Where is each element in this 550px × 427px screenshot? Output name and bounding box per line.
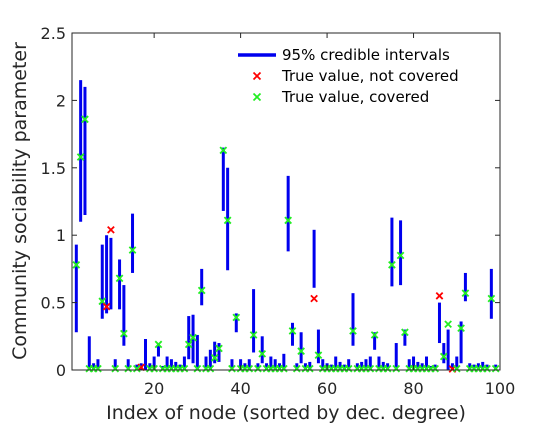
true-value-covered-marker	[392, 364, 401, 373]
true-value-covered-marker	[457, 324, 465, 333]
true-value-covered-marker	[215, 344, 223, 353]
true-value-covered-marker	[401, 328, 409, 337]
legend-x-swatch	[252, 92, 262, 102]
true-value-covered-marker	[439, 352, 448, 361]
x-tick-label: 80	[403, 379, 423, 398]
true-value-covered-marker	[81, 115, 89, 124]
true-value-covered-marker	[111, 364, 120, 373]
true-value-covered-marker	[249, 331, 258, 339]
true-value-covered-marker	[280, 364, 288, 373]
legend-label: True value, not covered	[281, 67, 459, 85]
y-tick-label: 1	[56, 226, 66, 245]
x-tick-label: 100	[485, 379, 516, 398]
true-value-covered-marker	[452, 364, 461, 373]
true-value-covered-marker	[383, 364, 392, 373]
legend-item: True value, covered	[252, 88, 429, 106]
y-tick-label: 0.5	[41, 294, 66, 313]
true-value-covered-marker	[206, 364, 215, 373]
x-axis-label: Index of node (sorted by dec. degree)	[106, 402, 466, 424]
interval-series	[74, 80, 498, 370]
true-value-covered-marker	[461, 289, 470, 298]
true-value-covered-marker	[124, 364, 133, 373]
true-value-covered-marker	[444, 320, 452, 329]
true-value-not-covered-marker	[310, 294, 318, 303]
true-value-covered-marker	[184, 340, 193, 349]
true-value-covered-marker	[284, 216, 292, 225]
true-value-covered-marker	[76, 153, 85, 161]
true-value-covered-marker	[210, 354, 219, 362]
true-value-covered-marker	[297, 347, 305, 355]
true-value-covered-marker	[189, 333, 197, 342]
true-value-covered-marker	[349, 327, 357, 335]
true-value-not-covered-marker	[107, 225, 115, 234]
true-value-covered-marker	[219, 146, 228, 155]
true-value-covered-marker	[115, 274, 124, 283]
x-tick-label: 20	[144, 379, 164, 398]
legend-item: 95% credible intervals	[238, 46, 450, 64]
true-value-covered-marker	[431, 364, 439, 373]
true-value-not-covered-marker	[102, 302, 111, 311]
true-value-covered-marker	[491, 364, 500, 373]
true-value-not-covered-marker	[435, 292, 444, 300]
y-tick-label: 1.5	[41, 159, 66, 178]
true-value-covered-marker	[344, 364, 353, 373]
true-value-covered-marker	[288, 327, 297, 335]
true-value-covered-marker	[193, 364, 202, 373]
true-value-covered-marker	[72, 261, 81, 269]
true-value-covered-marker	[232, 313, 241, 322]
y-tick-label: 2.5	[41, 24, 66, 43]
true-value-covered-marker	[366, 364, 375, 373]
true-value-covered-marker	[396, 251, 405, 260]
true-value-covered-marker	[120, 329, 128, 338]
plot-frame	[71, 32, 501, 371]
true-value-covered-marker	[254, 364, 262, 373]
true-value-covered-marker	[197, 286, 206, 295]
true-value-covered-marker	[223, 216, 232, 225]
legend-x-swatch	[252, 71, 262, 81]
true-value-covered-marker	[483, 364, 491, 373]
true-value-covered-marker	[370, 331, 379, 339]
true-value-covered-marker	[154, 340, 163, 349]
y-tick-label: 0	[56, 361, 66, 380]
true-value-covered-marker	[245, 364, 254, 373]
true-value-covered-marker	[128, 246, 137, 254]
true-value-covered-marker	[94, 364, 102, 373]
true-value-covered-marker	[388, 261, 396, 269]
true-value-covered-marker	[487, 294, 496, 303]
true-value-covered-marker	[180, 364, 189, 373]
legend: 95% credible intervals True value, not co…	[238, 46, 459, 106]
x-tick-label: 60	[317, 379, 337, 398]
legend-label: True value, covered	[281, 88, 429, 106]
x-tick-label: 40	[230, 379, 250, 398]
true-value-covered-marker	[133, 364, 141, 373]
true-value-covered-marker	[292, 364, 301, 373]
true-value-covered-marker	[314, 351, 323, 360]
true-value-not-covered-marker	[137, 363, 146, 372]
true-value-covered-marker	[305, 364, 314, 373]
true-value-series	[72, 115, 500, 373]
y-axis-label: Community sociability parameter	[9, 42, 31, 360]
y-tick-label: 2	[56, 91, 66, 110]
legend-item: True value, not covered	[252, 67, 459, 85]
legend-label: 95% credible intervals	[282, 46, 450, 64]
axis-ticks: 20 40 60 80 100 0 0.5 1 1.5 2 2.5	[41, 24, 516, 398]
true-value-covered-marker	[258, 349, 267, 358]
true-value-covered-marker	[228, 364, 236, 373]
